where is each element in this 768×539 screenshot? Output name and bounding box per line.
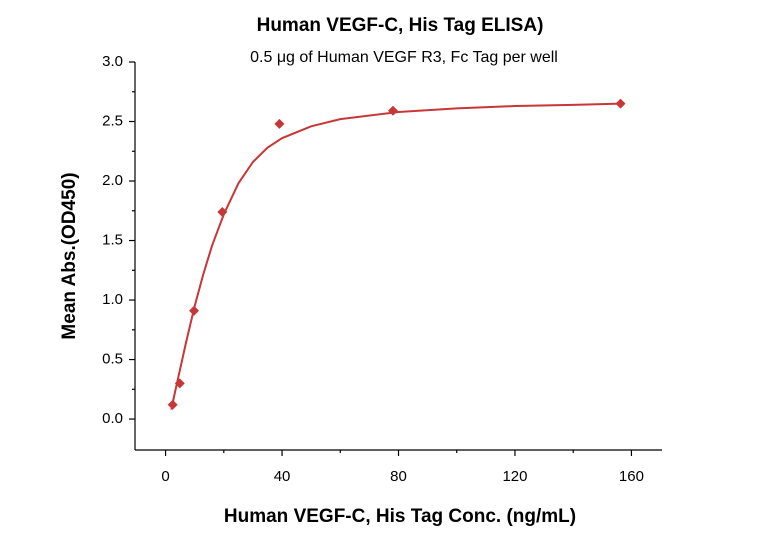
x-tick-label: 120 xyxy=(502,468,527,485)
data-point xyxy=(174,378,185,389)
y-tick-label: 0.0 xyxy=(102,410,123,427)
x-tick-label: 160 xyxy=(619,468,644,485)
chart-title: Human VEGF-C, His Tag ELISA) xyxy=(257,15,544,36)
data-point xyxy=(274,118,285,129)
data-point xyxy=(387,105,398,116)
chart-subtitle: 0.5 μg of Human VEGF R3, Fc Tag per well xyxy=(250,49,558,66)
data-point xyxy=(615,98,626,109)
y-tick-label: 0.5 xyxy=(102,351,123,368)
y-tick-label: 2.0 xyxy=(102,172,123,189)
x-tick-label: 40 xyxy=(274,468,291,485)
y-tick-label: 2.5 xyxy=(102,112,123,129)
data-point xyxy=(189,305,200,316)
fit-curve xyxy=(170,102,621,410)
x-tick-label: 0 xyxy=(161,468,169,485)
data-point xyxy=(167,399,178,410)
x-tick-label: 80 xyxy=(390,468,407,485)
y-axis-label: Mean Abs.(OD450) xyxy=(59,172,80,339)
x-axis-label: Human VEGF-C, His Tag Conc. (ng/mL) xyxy=(224,506,576,527)
y-tick-label: 3.0 xyxy=(102,53,123,70)
y-tick-label: 1.0 xyxy=(102,291,123,308)
data-point xyxy=(217,206,228,217)
y-tick-label: 1.5 xyxy=(102,231,123,248)
